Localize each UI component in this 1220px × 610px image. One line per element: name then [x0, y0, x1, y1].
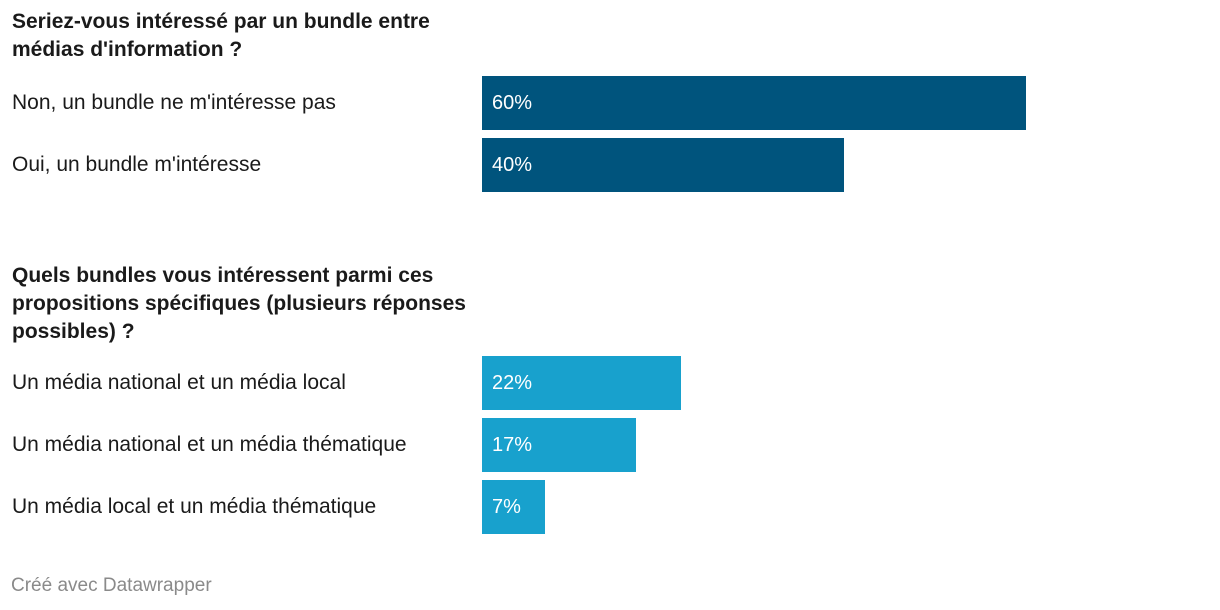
bar-value-label: 60%: [492, 92, 533, 114]
bar-value-label: 17%: [492, 434, 533, 456]
footer-credit: Créé avec Datawrapper: [11, 575, 212, 596]
group-title-bundle-choices: Quels bundles vous intéressent parmi ces…: [12, 264, 466, 343]
bar: [482, 138, 844, 192]
bar-value-label: 7%: [492, 496, 521, 518]
bar: [482, 480, 545, 534]
row-label: Un média national et un média local: [12, 371, 346, 394]
bar: [482, 356, 681, 410]
row-label: Un média local et un média thématique: [12, 495, 377, 518]
row-label: Un média national et un média thématique: [12, 433, 407, 456]
group-title-bundle-interest: Seriez-vous intéressé par un bundle entr…: [12, 10, 430, 61]
bar-value-label: 22%: [492, 372, 533, 394]
row-label: Non, un bundle ne m'intéresse pas: [12, 91, 336, 114]
bar: [482, 76, 1026, 130]
bar-value-label: 40%: [492, 154, 533, 176]
bar: [482, 418, 636, 472]
row-label: Oui, un bundle m'intéresse: [12, 153, 262, 176]
